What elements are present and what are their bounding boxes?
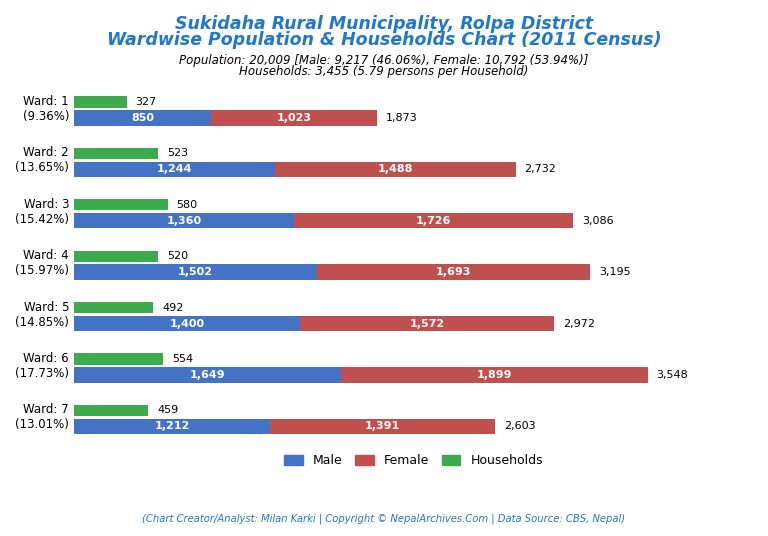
Bar xyxy=(74,162,275,177)
Bar xyxy=(74,199,167,211)
Text: 1,023: 1,023 xyxy=(276,113,312,123)
Bar xyxy=(74,96,127,108)
Text: Wardwise Population & Households Chart (2011 Census): Wardwise Population & Households Chart (… xyxy=(107,31,661,49)
Bar xyxy=(74,213,294,228)
Text: 1,572: 1,572 xyxy=(410,318,445,329)
Text: 3,086: 3,086 xyxy=(581,216,614,226)
Text: 2,603: 2,603 xyxy=(504,421,535,431)
Text: 1,502: 1,502 xyxy=(178,267,213,277)
Text: 1,873: 1,873 xyxy=(386,113,417,123)
Text: 2,972: 2,972 xyxy=(563,318,595,329)
Text: 3,548: 3,548 xyxy=(657,370,688,380)
Text: 3,195: 3,195 xyxy=(599,267,631,277)
Bar xyxy=(74,419,270,434)
Text: 1,391: 1,391 xyxy=(365,421,400,431)
Bar xyxy=(74,367,340,383)
Text: 580: 580 xyxy=(177,200,197,210)
Text: 1,488: 1,488 xyxy=(378,165,413,174)
Text: 1,212: 1,212 xyxy=(154,421,190,431)
Text: 1,726: 1,726 xyxy=(415,216,451,226)
Text: 459: 459 xyxy=(157,405,178,415)
Bar xyxy=(74,302,154,314)
Text: 1,244: 1,244 xyxy=(157,165,192,174)
Text: 520: 520 xyxy=(167,251,188,261)
Text: 523: 523 xyxy=(167,148,188,159)
Bar xyxy=(211,110,377,125)
Text: 1,899: 1,899 xyxy=(476,370,511,380)
Bar xyxy=(74,405,148,416)
Bar xyxy=(275,162,515,177)
Text: 850: 850 xyxy=(131,113,154,123)
Text: Households: 3,455 (5.79 persons per Household): Households: 3,455 (5.79 persons per Hous… xyxy=(240,65,528,78)
Text: 1,400: 1,400 xyxy=(170,318,204,329)
Text: 2,732: 2,732 xyxy=(525,165,556,174)
Legend: Male, Female, Households: Male, Female, Households xyxy=(279,449,548,472)
Text: 327: 327 xyxy=(136,97,157,107)
Text: 492: 492 xyxy=(162,303,184,312)
Bar xyxy=(74,316,300,331)
Bar xyxy=(316,264,591,280)
Bar xyxy=(340,367,647,383)
Text: 1,360: 1,360 xyxy=(166,216,201,226)
Bar xyxy=(300,316,554,331)
Text: Sukidaha Rural Municipality, Rolpa District: Sukidaha Rural Municipality, Rolpa Distr… xyxy=(175,15,593,33)
Bar xyxy=(270,419,495,434)
Bar xyxy=(294,213,573,228)
Text: 554: 554 xyxy=(172,354,194,364)
Text: (Chart Creator/Analyst: Milan Karki | Copyright © NepalArchives.Com | Data Sourc: (Chart Creator/Analyst: Milan Karki | Co… xyxy=(142,513,626,524)
Text: Population: 20,009 [Male: 9,217 (46.06%), Female: 10,792 (53.94%)]: Population: 20,009 [Male: 9,217 (46.06%)… xyxy=(179,54,589,66)
Text: 1,649: 1,649 xyxy=(190,370,225,380)
Bar xyxy=(74,148,158,159)
Bar xyxy=(74,353,164,364)
Bar xyxy=(74,250,158,262)
Bar xyxy=(74,110,211,125)
Text: 1,693: 1,693 xyxy=(436,267,472,277)
Bar xyxy=(74,264,316,280)
